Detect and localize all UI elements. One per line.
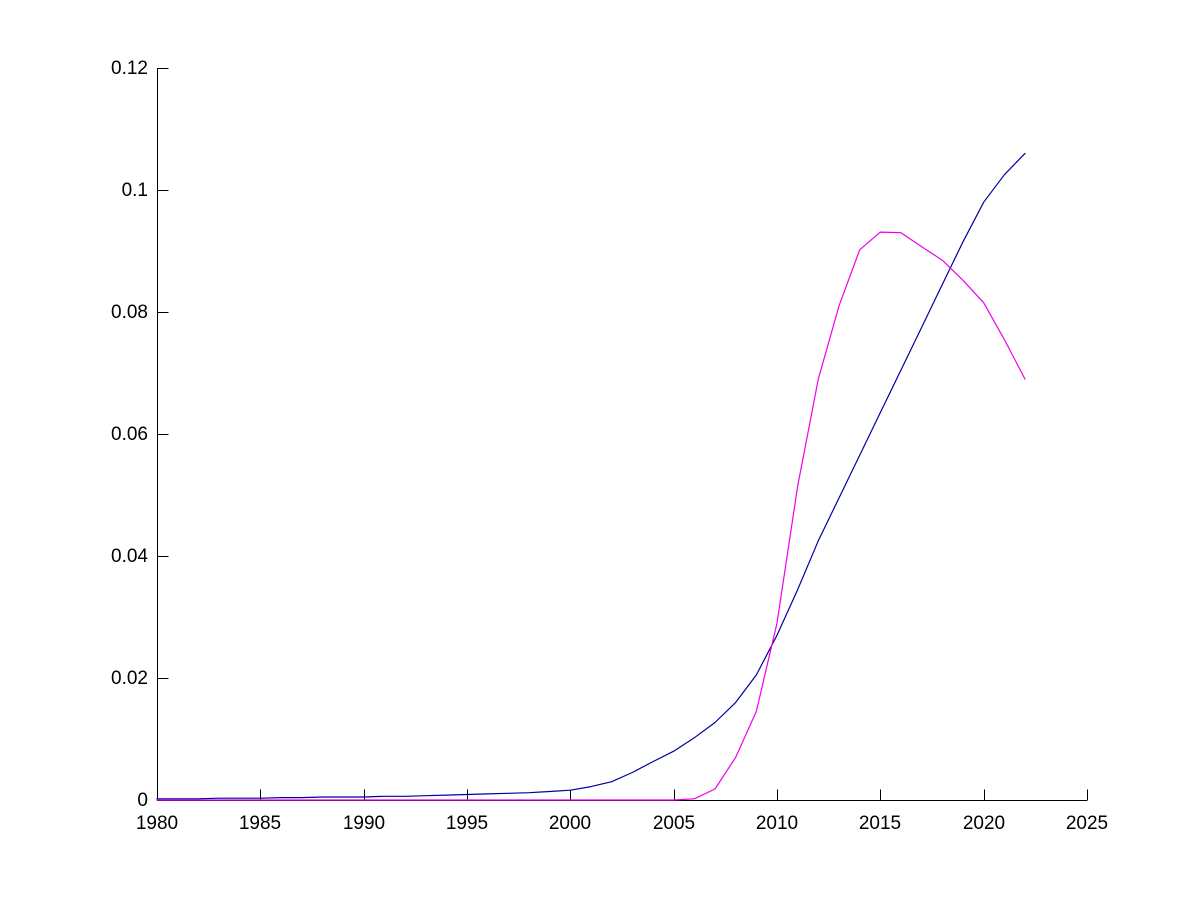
x-tick-label: 1990 — [343, 813, 385, 834]
y-tick-label: 0.04 — [111, 546, 148, 567]
x-tick-label: 2025 — [1066, 813, 1108, 834]
x-tick-label: 1980 — [136, 813, 178, 834]
x-tick-label: 1995 — [446, 813, 488, 834]
series-line-magenta-series — [156, 231, 1026, 801]
x-tick-label: 2010 — [756, 813, 798, 834]
y-tick-label: 0.02 — [111, 668, 148, 689]
series-line-blue-series — [156, 152, 1026, 800]
y-tick-label: 0.12 — [111, 58, 148, 79]
x-tick-label: 2000 — [549, 813, 591, 834]
x-tick-label: 2005 — [653, 813, 695, 834]
y-tick-label: 0.1 — [122, 180, 148, 201]
y-tick-label: 0.06 — [111, 424, 148, 445]
x-tick-label: 2020 — [963, 813, 1005, 834]
x-tick-label: 1985 — [239, 813, 281, 834]
x-tick-label: 2015 — [859, 813, 901, 834]
y-tick-label: 0.08 — [111, 302, 148, 323]
y-tick-label: 0 — [137, 790, 148, 811]
